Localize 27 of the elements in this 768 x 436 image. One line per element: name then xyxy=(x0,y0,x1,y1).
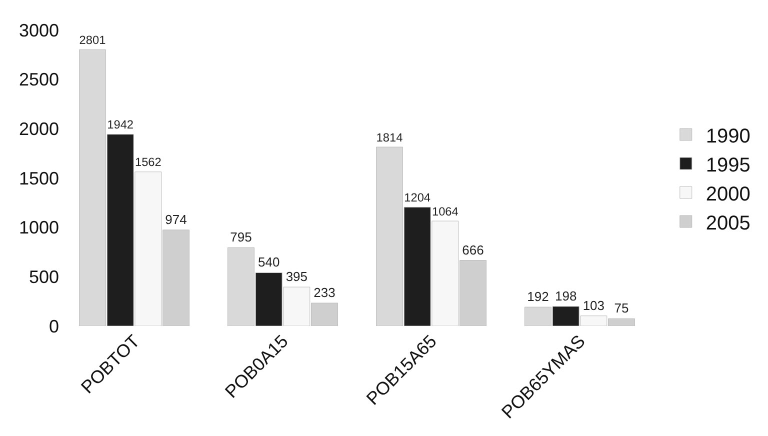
data-label: 1204 xyxy=(404,190,431,204)
data-label: 1064 xyxy=(432,204,459,218)
y-tick-label: 1000 xyxy=(18,218,59,238)
data-label: 540 xyxy=(258,254,280,270)
y-tick-label: 2000 xyxy=(18,118,59,139)
data-label: 75 xyxy=(614,300,629,316)
data-label: 974 xyxy=(165,212,187,227)
data-label: 192 xyxy=(527,289,549,304)
data-label: 233 xyxy=(314,285,336,300)
data-label: 1814 xyxy=(376,130,404,144)
legend-label: 1995 xyxy=(706,154,750,176)
y-tick-label: 500 xyxy=(28,266,59,287)
y-tick-label: 2500 xyxy=(18,70,59,90)
data-label: 198 xyxy=(554,288,577,304)
y-tick-label: 3000 xyxy=(18,20,59,40)
data-label: 666 xyxy=(462,242,484,258)
data-label: 395 xyxy=(286,269,308,284)
data-label: 1562 xyxy=(134,155,162,170)
legend-label: 2000 xyxy=(706,183,750,206)
y-tick-label: 1500 xyxy=(18,168,59,188)
y-tick-label: 0 xyxy=(48,316,59,336)
data-label: 1942 xyxy=(107,118,134,132)
data-label: 103 xyxy=(582,298,605,313)
legend-label: 2005 xyxy=(706,212,750,234)
legend-label: 1990 xyxy=(706,125,750,148)
data-label: 2801 xyxy=(79,32,106,47)
data-label: 795 xyxy=(230,230,252,245)
